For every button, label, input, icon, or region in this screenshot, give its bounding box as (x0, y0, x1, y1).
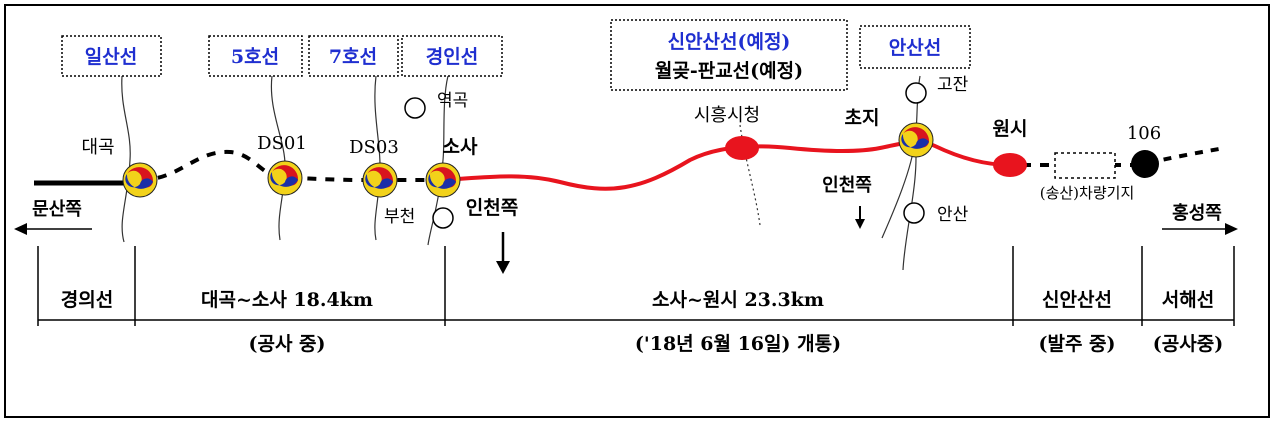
line-box-label: 신안산선(예정) (668, 31, 791, 53)
station-label-daegok: 대곡 (81, 137, 114, 158)
segment-label-seohae: 서해선 (1162, 289, 1214, 311)
line-box-sinansan: 신안산선(예정) 월곶-판교선(예정) (610, 19, 848, 91)
line-box-ansan: 안산선 (859, 25, 971, 69)
arrow-left-icon (14, 223, 92, 235)
segment-status-seohae: (공사중) (1153, 333, 1223, 355)
direction-label-incheon-2: 인천쪽 (822, 175, 872, 196)
track-sosa-wonsi (442, 139, 1011, 191)
segment-dividers (37, 246, 1235, 326)
depot-box (1054, 152, 1116, 179)
track-seohae (1147, 146, 1226, 165)
station-marker-ds03 (362, 162, 398, 198)
station-label-bucheon: 부천 (384, 207, 415, 227)
line-box-gyeongin: 경인선 (401, 35, 503, 77)
station-marker-choji (898, 122, 934, 158)
line-box-line7: 7호선 (308, 35, 399, 77)
direction-label-hongseong: 홍성쪽 (1172, 202, 1222, 224)
station-marker-daegok (122, 162, 158, 198)
station-label-ansan: 안산 (937, 205, 969, 225)
station-label-sosa: 소사 (443, 136, 478, 158)
segment-label-gyeongui: 경의선 (61, 289, 113, 311)
station-marker-gojan (905, 82, 927, 104)
station-label-choji: 초지 (845, 107, 880, 129)
segment-status-sosa-wonsi: ('18년 6월 16일) 개통) (635, 333, 841, 355)
station-marker-siheung-city-hall (725, 136, 759, 160)
diagram-frame (4, 4, 1270, 418)
station-marker-sosa (425, 162, 461, 198)
station-label-wonsi: 원시 (993, 118, 1028, 140)
station-marker-ds01 (267, 160, 303, 196)
station-label-106: 106 (1127, 123, 1161, 144)
line-box-label: 일산선 (85, 46, 137, 68)
station-label-yeokgok: 역곡 (437, 91, 468, 111)
station-marker-wonsi (993, 153, 1027, 177)
segment-status-daegok-sosa: (공사 중) (248, 333, 325, 355)
station-label-gojan: 고잔 (937, 75, 969, 95)
track (34, 139, 1226, 191)
station-marker-106 (1131, 150, 1159, 178)
arrow-right-icon (1162, 223, 1238, 235)
station-label-ds03: DS03 (349, 137, 399, 158)
station-label-ds01: DS01 (257, 133, 307, 154)
arrow-down-small-icon (855, 206, 865, 229)
direction-label-incheon-1: 인천쪽 (466, 197, 518, 219)
station-label-siheung-city-hall: 시흥시청 (694, 105, 760, 126)
line-box-ilsan: 일산선 (61, 35, 162, 77)
station-marker-yeokgok (404, 97, 426, 119)
segment-label-sinansan: 신안산선 (1042, 289, 1112, 311)
direction-label-munsan: 문산쪽 (32, 199, 82, 220)
arrow-down-icon (496, 232, 510, 274)
segment-label-daegok-sosa: 대곡~소사 18.4km (201, 289, 373, 311)
line-box-label: 경인선 (426, 46, 478, 68)
segment-label-sosa-wonsi: 소사~원시 23.3km (652, 289, 824, 311)
line-box-label: 안산선 (889, 37, 941, 59)
connector-lines (121, 75, 921, 271)
station-marker-bucheon (432, 207, 454, 229)
line-box-label: 7호선 (329, 46, 377, 68)
station-marker-ansan (903, 202, 925, 224)
segment-status-sinansan: (발주 중) (1038, 333, 1115, 355)
line-box-label-2: 월곶-판교선(예정) (655, 60, 803, 82)
line-box-line5: 5호선 (208, 35, 303, 77)
line-box-label: 5호선 (231, 46, 279, 68)
depot-label: (송산)차량기지 (1040, 184, 1135, 202)
